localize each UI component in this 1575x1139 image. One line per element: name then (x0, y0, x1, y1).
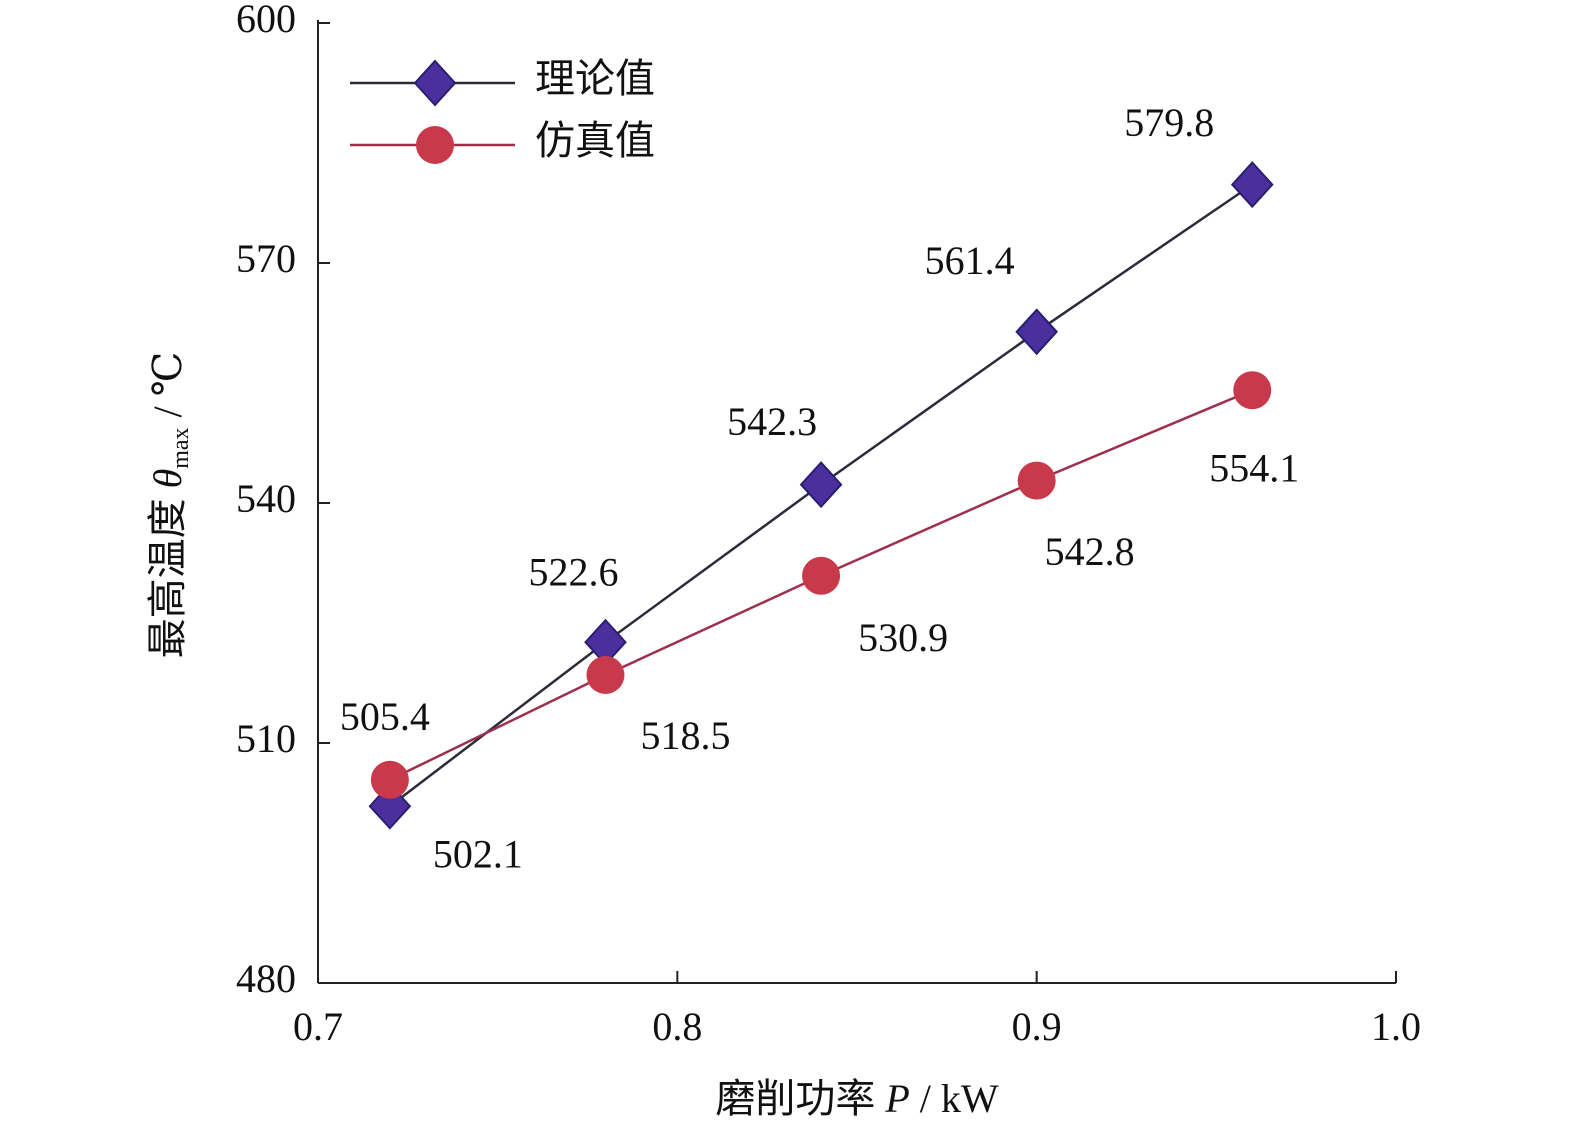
x-tick-label: 0.8 (652, 1004, 702, 1049)
data-label: 554.1 (1209, 445, 1299, 490)
data-point (802, 556, 841, 595)
x-tick-label: 0.9 (1012, 1004, 1062, 1049)
legend-marker (413, 59, 457, 107)
y-tick-label: 570 (236, 236, 296, 281)
y-label-symbol: θ (145, 469, 190, 489)
x-axis-label: 磨削功率 P / kW (715, 1076, 999, 1121)
x-label-symbol: P (884, 1076, 909, 1121)
y-label-unit: / ℃ (145, 352, 190, 418)
data-point (1017, 461, 1056, 500)
data-point (1015, 308, 1059, 356)
data-label: 518.5 (640, 713, 730, 758)
y-tick-label: 600 (236, 0, 296, 41)
x-label-unit: / kW (920, 1076, 999, 1121)
data-label: 505.4 (340, 694, 430, 739)
data-label: 561.4 (925, 238, 1015, 283)
x-label-text: 磨削功率 (715, 1076, 875, 1121)
x-tick-label: 1.0 (1371, 1004, 1421, 1049)
y-tick-label: 480 (236, 956, 296, 1001)
data-point (586, 656, 625, 694)
data-label: 542.8 (1045, 529, 1135, 574)
data-point (1233, 371, 1272, 410)
data-label: 542.3 (727, 399, 817, 444)
legend-label: 理论值 (535, 56, 655, 101)
data-point (1230, 161, 1274, 209)
y-tick-label: 540 (236, 476, 296, 521)
data-label: 579.8 (1124, 100, 1214, 145)
legend-label: 仿真值 (535, 118, 655, 163)
y-tick-label: 510 (236, 716, 296, 761)
data-label: 502.1 (433, 831, 523, 876)
data-label: 530.9 (858, 615, 948, 660)
y-label-subscript: max (168, 427, 194, 468)
y-label-text: 最高温度 (145, 498, 190, 658)
data-point (370, 760, 409, 799)
data-label: 522.6 (528, 549, 618, 594)
data-point (799, 461, 843, 509)
legend-marker (416, 126, 454, 164)
y-axis-label: 最高温度 θmax / ℃ (145, 352, 193, 659)
x-tick-label: 0.7 (293, 1004, 343, 1049)
